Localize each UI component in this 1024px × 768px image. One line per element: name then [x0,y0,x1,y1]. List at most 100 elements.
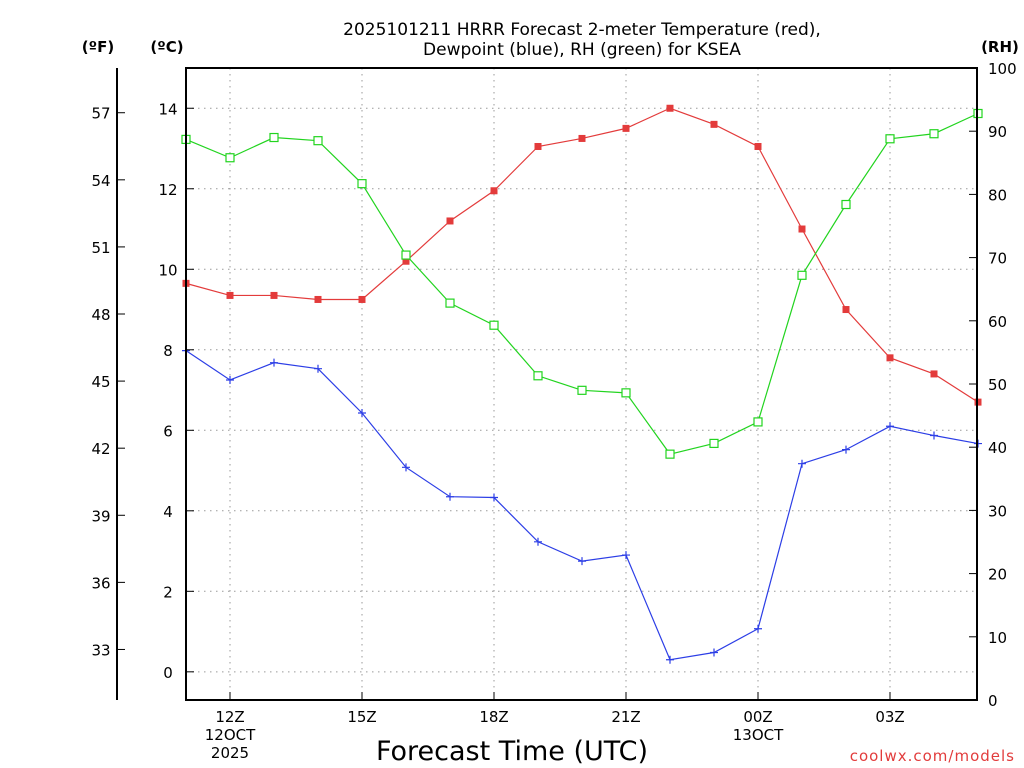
fahrenheit-tick-label: 39 [91,507,110,525]
chart-title-line2: Dewpoint (blue), RH (green) for KSEA [423,40,741,60]
fahrenheit-tick-label: 54 [91,172,110,190]
fahrenheit-tick-label: 36 [91,574,110,592]
temperature-point [886,354,894,362]
rh-tick-label: 50 [988,376,1007,394]
rh-point [753,417,763,427]
series-layer [181,104,983,664]
dewpoint-point [842,445,850,454]
fahrenheit-tick-label: 57 [91,105,110,123]
x-tick-label: 18Z [479,708,508,726]
temperature-point [358,295,366,303]
temperature-point [798,225,806,233]
dewpoint-point [622,551,630,560]
rh-point [621,388,631,398]
temperature-point [666,104,674,112]
temperature-line [185,107,979,403]
dewpoint-point [226,375,234,384]
dewpoint-point [578,557,586,566]
rh-tick-label: 60 [988,313,1007,331]
celsius-tick-label: 4 [163,503,173,521]
celsius-tick-label: 2 [163,583,173,601]
dewpoint-point [270,358,278,367]
celsius-tick-label: 8 [163,342,173,360]
rh-point [797,270,807,280]
rh-point [665,449,675,459]
dewpoint-point [754,624,762,633]
x-tick-label: 12Z [215,708,244,726]
temperature-point [446,217,454,225]
rh-point [269,132,279,143]
celsius-tick-label: 6 [163,422,173,440]
gridlines [186,68,977,700]
rh-tick-label: 40 [988,439,1007,457]
dewpoint-point [534,537,542,546]
fahrenheit-tick-label: 42 [91,440,110,458]
chart-title-line1: 2025101211 HRRR Forecast 2-meter Tempera… [343,20,821,40]
rh-point [445,298,455,308]
fahrenheit-tick-label: 33 [91,641,110,659]
temperature-point [402,257,410,265]
temperature-point [314,295,322,303]
celsius-tick-label: 0 [163,664,173,682]
dewpoint-point [886,422,894,431]
temperature-point [226,291,234,299]
dewpoint-point [930,431,938,440]
credit-text: coolwx.com/models [850,747,1015,765]
rh-tick-label: 90 [988,123,1007,141]
fahrenheit-tick-label: 51 [91,239,110,257]
rh-point [533,371,543,381]
rh-tick-label: 10 [988,629,1007,647]
rh-point [841,199,851,210]
dewpoint-line [185,350,979,661]
fahrenheit-tick-label: 48 [91,306,110,324]
rh-point [313,136,323,146]
celsius-tick-label: 12 [158,181,177,199]
dewpoint-point [314,364,322,373]
rh-point [929,129,939,139]
temperature-point [578,134,586,142]
rh-point [357,179,367,189]
dewpoint-point [798,459,806,468]
temperature-point [490,187,498,195]
temperature-point [622,124,630,132]
dewpoint-point [666,655,674,664]
x-tick-label: 13OCT [733,726,784,744]
rh-point [225,153,235,163]
plot-frame [185,67,978,701]
fahrenheit-tick-label: 45 [91,373,110,391]
axes [116,67,978,701]
rh-point [401,250,411,260]
rh-point [885,134,895,144]
temperature-point [930,370,938,378]
rh-tick-label: 20 [988,566,1007,584]
fahrenheit-unit-label: (ºF) [82,38,114,56]
temperature-point [842,306,850,314]
dewpoint-point [710,648,718,657]
tick-labels: 0 2 4 6 8 10 12 14 33 36 39 42 45 48 51 54 57 0 10 20 30 40 50… [91,60,1016,762]
celsius-tick-label: 14 [158,100,177,118]
x-tick-label: 21Z [611,708,640,726]
rh-line [185,112,979,455]
temperature-point [534,142,542,150]
dewpoint-point [358,408,366,417]
temperature-point [270,291,278,299]
x-tick-label: 15Z [347,708,376,726]
rh-unit-label: (RH) [981,38,1019,56]
dewpoint-point [490,493,498,502]
temperature-point [754,142,762,150]
x-tick-label: 00Z [743,708,772,726]
rh-tick-label: 0 [988,692,998,710]
x-tick-label: 03Z [875,708,904,726]
dewpoint-point [446,492,454,501]
rh-tick-label: 30 [988,502,1007,520]
x-tick-label: 2025 [211,744,249,762]
dewpoint-point [402,463,410,472]
rh-tick-label: 80 [988,186,1007,204]
x-axis-title: Forecast Time (UTC) [376,736,648,767]
x-tick-label: 12OCT [205,726,256,744]
rh-tick-label: 100 [988,60,1017,78]
celsius-unit-label: (ºC) [150,38,183,56]
rh-point [577,385,587,395]
celsius-tick-label: 10 [158,261,177,279]
